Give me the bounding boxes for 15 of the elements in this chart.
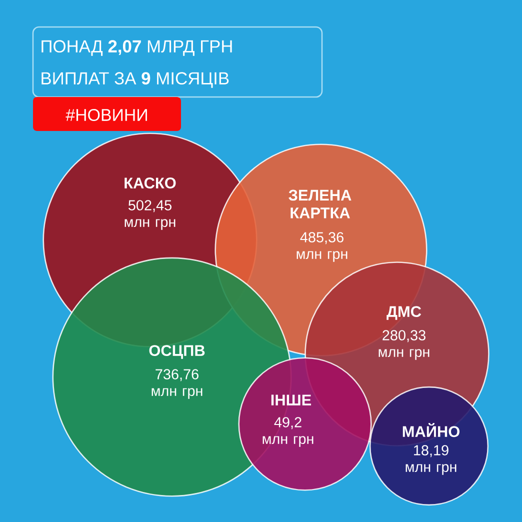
text: ВИПЛАТ ЗА 9 МІСЯЦІВ — [42, 72, 229, 88]
text: ПОНАД 2,07 МЛРД ГРН — [42, 40, 232, 56]
data-label: 49,2 млн грн — [262, 417, 314, 447]
data-label: 736,76 млн грн — [152, 369, 202, 399]
category-label: МАЙНО — [402, 422, 460, 438]
data-label: 485,36 млн грн — [296, 232, 348, 262]
category-label: КАСКО — [124, 178, 176, 188]
category-label: ОСЦПВ — [149, 345, 205, 359]
data-label: 502,45 млн грн — [124, 200, 176, 230]
data-label: 18,19 млн грн — [406, 445, 456, 475]
text: #НОВИНИ — [66, 108, 147, 121]
data-label: 280,33 млн грн — [378, 330, 430, 360]
category-label: ІНШЕ — [271, 394, 312, 406]
category-label: ЗЕЛЕНА КАРТКА — [288, 190, 352, 218]
category-label: ДМС — [386, 306, 422, 320]
